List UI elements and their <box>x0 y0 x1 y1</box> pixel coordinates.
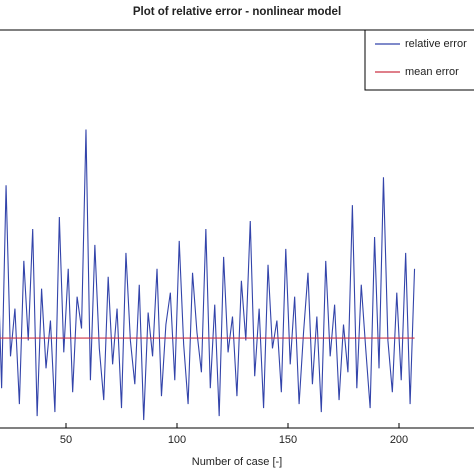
legend-label: relative error <box>405 38 467 50</box>
legend-label: mean error <box>405 66 459 78</box>
x-axis-label: Number of case [-] <box>192 456 282 468</box>
data-line <box>0 129 416 421</box>
plot-area <box>0 129 416 421</box>
x-tick-label: 100 <box>168 434 186 446</box>
x-tick-label: 150 <box>279 434 297 446</box>
x-tick-label: 200 <box>390 434 408 446</box>
x-tick-label: 50 <box>60 434 72 446</box>
legend-box <box>364 29 474 91</box>
chart-title: Plot of relative error - nonlinear model <box>133 6 341 18</box>
plot-frame <box>0 29 474 429</box>
